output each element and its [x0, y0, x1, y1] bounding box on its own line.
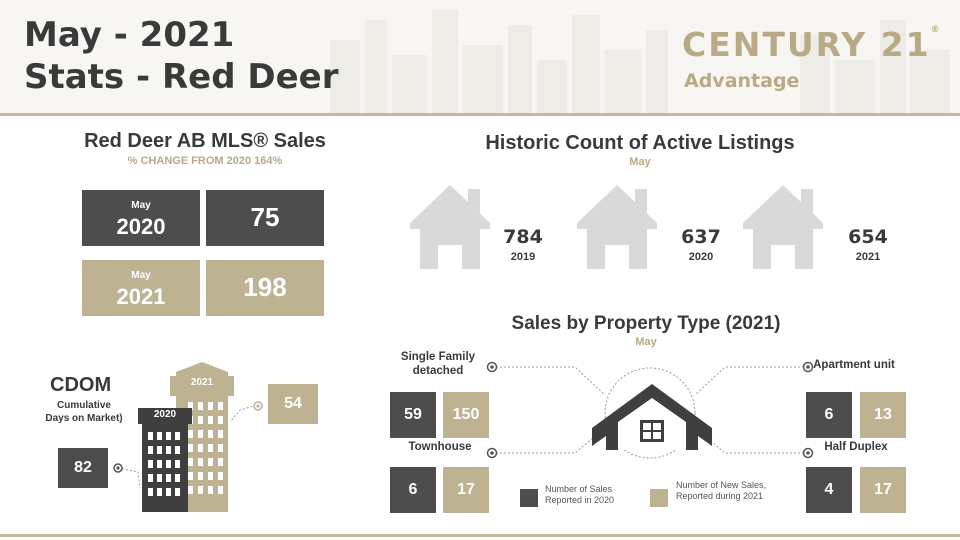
townhouse-2021-value: 17 — [443, 467, 489, 513]
page-title: May - 2021 Stats - Red Deer — [24, 14, 338, 98]
title-line-1: May - 2021 — [24, 15, 235, 55]
historic-2021-year: 2021 — [855, 251, 881, 263]
historic-2020-value: 637 — [681, 226, 721, 248]
historic-2021-value: 654 — [848, 226, 888, 248]
single-family-label: Single Family detached — [400, 351, 476, 377]
legend-2020-text: Number of Sales Reported in 2020 — [545, 484, 615, 505]
sales-2021-label-box: May 2021 — [82, 260, 200, 316]
sales-2020-value-box: 75 — [206, 190, 324, 246]
brand-logo: CENTURY 21® — [682, 25, 942, 64]
sales-2021-value-box: 198 — [206, 260, 324, 316]
half-duplex-2020-value: 4 — [806, 467, 852, 513]
cdom-2021-value-box: 54 — [268, 384, 318, 424]
half-duplex-2021-value: 17 — [860, 467, 906, 513]
title-line-2: Stats - Red Deer — [24, 57, 339, 97]
house-icon — [410, 185, 490, 269]
apartment-2021-value: 13 — [860, 392, 906, 438]
sales-2020-label-box: May 2020 — [82, 190, 200, 246]
single-family-2020-value: 59 — [390, 392, 436, 438]
apartment-2020-value: 6 — [806, 392, 852, 438]
sales-2020-value: 75 — [250, 202, 280, 232]
historic-2019-value: 784 — [503, 226, 543, 248]
legend-2021-text: Number of New Sales, Reported during 202… — [676, 480, 767, 501]
house-icon — [743, 185, 823, 269]
half-duplex-label: Half Duplex — [824, 441, 888, 453]
brand-logo-subtitle: Advantage — [684, 70, 800, 92]
legend-2021-swatch — [650, 489, 668, 507]
sales-title: Red Deer AB MLS® Sales — [84, 130, 326, 152]
house-icon — [592, 384, 712, 450]
header-banner: May - 2021 Stats - Red Deer CENTURY 21® … — [0, 0, 960, 116]
historic-subtitle: May — [629, 156, 651, 168]
single-family-2021-value: 150 — [443, 392, 489, 438]
historic-2019-year: 2019 — [510, 251, 536, 263]
buildings-illustration — [113, 362, 263, 512]
townhouse-label: Townhouse — [408, 441, 472, 453]
cdom-2020-label: 2020 — [153, 409, 177, 420]
cdom-title: CDOM — [50, 374, 112, 396]
property-subtitle: May — [635, 336, 657, 348]
cdom-subtitle: Cumulative Days on Market) — [45, 400, 123, 424]
sales-2021-value: 198 — [243, 272, 287, 302]
legend-2020-swatch — [520, 489, 538, 507]
townhouse-2020-value: 6 — [390, 467, 436, 513]
historic-title: Historic Count of Active Listings — [485, 132, 795, 154]
logo-text: CENTURY 21 — [682, 25, 931, 64]
sales-2020-year: 2020 — [116, 214, 166, 239]
property-title: Sales by Property Type (2021) — [511, 313, 781, 334]
cdom-2021-label: 2021 — [190, 377, 214, 388]
cdom-2020-value-box: 82 — [58, 448, 108, 488]
city-skyline-background — [330, 10, 950, 113]
historic-2020-year: 2020 — [688, 251, 714, 263]
footer-divider — [0, 534, 960, 537]
sales-subtitle: % CHANGE FROM 2020 164% — [127, 155, 283, 167]
sales-2020-month: May — [131, 200, 151, 211]
logo-registered-mark: ® — [930, 25, 942, 35]
apartment-label: Apartment unit — [813, 359, 895, 371]
house-icon — [577, 185, 657, 269]
sales-2021-month: May — [131, 270, 151, 281]
sales-2021-year: 2021 — [116, 284, 166, 309]
